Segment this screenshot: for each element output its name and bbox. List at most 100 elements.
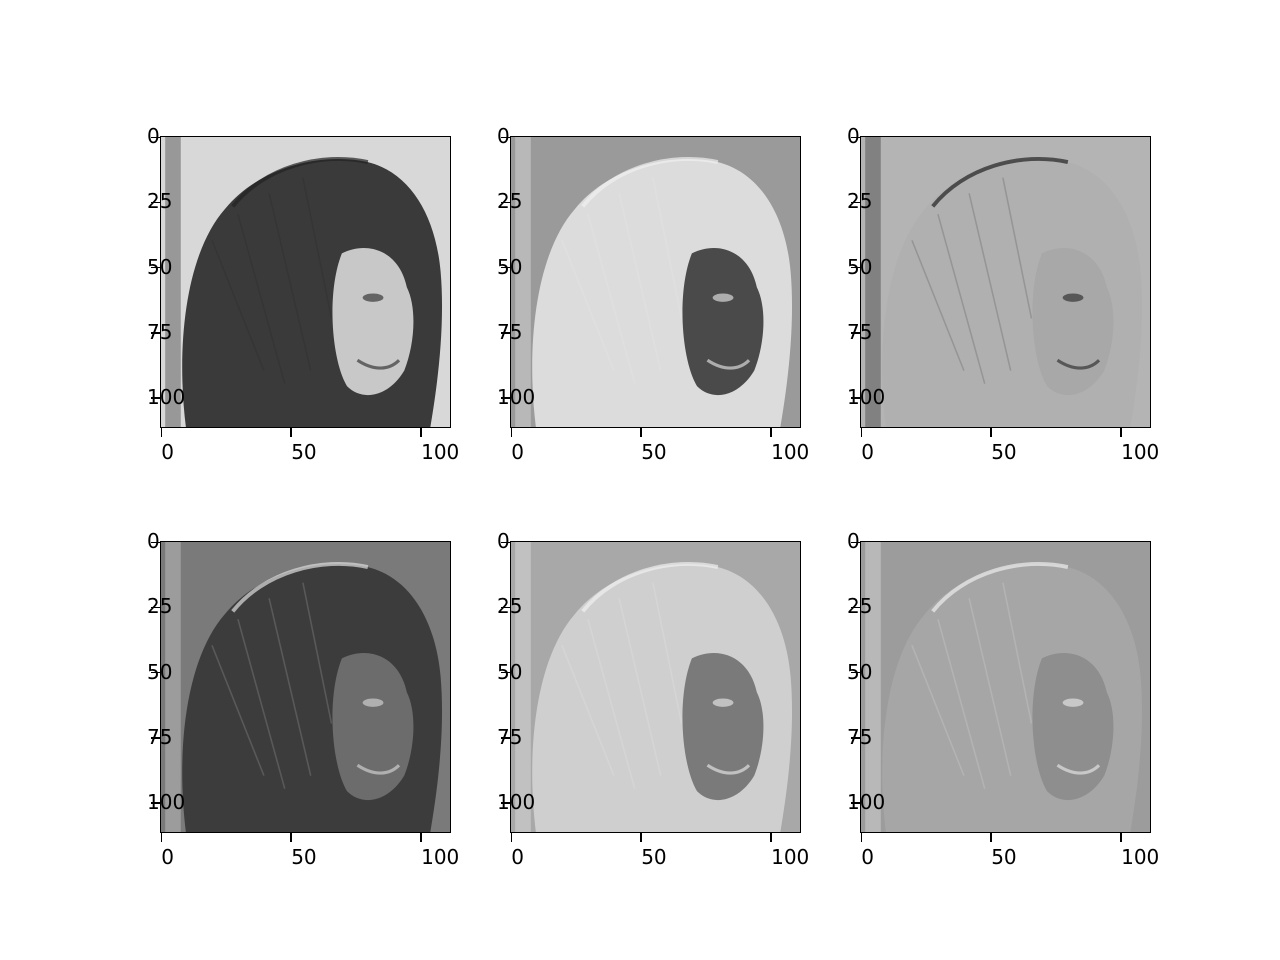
- y-tick-label: 100: [847, 790, 886, 815]
- y-tick-mark: [851, 606, 860, 609]
- y-tick-mark: [501, 802, 510, 804]
- y-tick-mark: [151, 737, 160, 739]
- y-tick-label: 100: [497, 385, 536, 410]
- grayscale-face-image: [510, 541, 801, 833]
- face-region: [682, 247, 764, 396]
- feature-map-panel-2: 0 50 100 0 25 50 75 100: [497, 126, 809, 462]
- y-tick-label: 25: [147, 594, 173, 619]
- x-tick-mark: [990, 833, 992, 842]
- face-region: [1032, 652, 1114, 801]
- y-tick-mark: [151, 266, 160, 269]
- y-tick-mark: [501, 136, 510, 139]
- face-region: [682, 652, 764, 801]
- axes-frame: [160, 541, 451, 833]
- axes-frame: [860, 541, 1151, 833]
- x-tick-label: 0: [861, 440, 875, 464]
- x-tick-label: 50: [291, 845, 317, 869]
- y-tick-label: 75: [497, 319, 523, 344]
- y-tick-label: 50: [147, 659, 173, 684]
- x-tick-label: 0: [511, 845, 525, 869]
- x-tick-mark: [1120, 833, 1122, 842]
- y-tick-mark: [851, 136, 860, 139]
- y-tick-label: 25: [847, 594, 873, 619]
- y-tick-label: 0: [147, 529, 160, 554]
- x-tick-label: 0: [511, 440, 525, 464]
- y-tick-mark: [851, 201, 860, 204]
- y-tick-mark: [851, 397, 860, 399]
- y-tick-label: 75: [847, 319, 873, 344]
- x-tick-mark: [640, 428, 642, 437]
- x-tick-mark: [420, 428, 422, 437]
- x-tick-mark: [420, 833, 422, 842]
- feature-map-panel-1: 0 50 100 0 25 50 75 100: [147, 126, 459, 462]
- y-tick-mark: [501, 201, 510, 204]
- face-region: [332, 247, 414, 396]
- x-tick-label: 100: [421, 440, 460, 464]
- y-tick-label: 0: [847, 124, 860, 149]
- x-tick-label: 0: [861, 845, 875, 869]
- axes-frame: [160, 136, 451, 428]
- y-tick-label: 25: [847, 189, 873, 214]
- feature-map-panel-6: 0 50 100 0 25 50 75 100: [847, 531, 1159, 867]
- face-region: [1032, 247, 1114, 396]
- x-tick-label: 50: [291, 440, 317, 464]
- x-tick-mark: [990, 428, 992, 437]
- feature-map-panel-4: 0 50 100 0 25 50 75 100: [147, 531, 459, 867]
- y-tick-label: 25: [147, 189, 173, 214]
- grayscale-face-image: [160, 136, 451, 428]
- feature-map-panel-5: 0 50 100 0 25 50 75 100: [497, 531, 809, 867]
- y-tick-label: 25: [497, 189, 523, 214]
- y-tick-mark: [151, 397, 160, 399]
- x-tick-mark: [640, 833, 642, 842]
- y-tick-mark: [151, 802, 160, 804]
- y-tick-mark: [501, 671, 510, 674]
- grayscale-face-image: [510, 136, 801, 428]
- x-tick-label: 100: [771, 440, 810, 464]
- x-tick-mark: [160, 833, 163, 842]
- y-tick-label: 100: [147, 385, 186, 410]
- y-tick-label: 50: [147, 254, 173, 279]
- y-tick-mark: [151, 671, 160, 674]
- y-tick-mark: [851, 266, 860, 269]
- x-tick-label: 50: [641, 845, 667, 869]
- axes-frame: [510, 541, 801, 833]
- face-region: [332, 652, 414, 801]
- x-tick-label: 100: [1121, 845, 1160, 869]
- y-tick-label: 75: [847, 724, 873, 749]
- y-tick-mark: [501, 541, 510, 544]
- y-tick-mark: [851, 737, 860, 739]
- y-tick-label: 0: [847, 529, 860, 554]
- axes-frame: [510, 136, 801, 428]
- grayscale-face-image: [160, 541, 451, 833]
- y-tick-mark: [151, 332, 160, 334]
- grayscale-face-image: [860, 136, 1151, 428]
- x-tick-label: 50: [991, 845, 1017, 869]
- feature-map-panel-3: 0 50 100 0 25 50 75 100: [847, 126, 1159, 462]
- grayscale-face-image: [860, 541, 1151, 833]
- y-tick-mark: [851, 332, 860, 334]
- x-tick-mark: [510, 833, 513, 842]
- x-tick-mark: [770, 833, 772, 842]
- x-tick-label: 0: [161, 845, 175, 869]
- y-tick-label: 75: [497, 724, 523, 749]
- y-tick-label: 100: [497, 790, 536, 815]
- y-tick-mark: [501, 332, 510, 334]
- x-tick-label: 100: [421, 845, 460, 869]
- y-tick-label: 100: [847, 385, 886, 410]
- y-tick-mark: [501, 606, 510, 609]
- x-tick-mark: [510, 428, 513, 437]
- y-tick-mark: [151, 136, 160, 139]
- y-tick-mark: [501, 397, 510, 399]
- x-tick-mark: [290, 428, 292, 437]
- y-tick-label: 50: [497, 254, 523, 279]
- x-tick-mark: [160, 428, 163, 437]
- y-tick-mark: [151, 606, 160, 609]
- x-tick-label: 50: [991, 440, 1017, 464]
- y-tick-label: 25: [497, 594, 523, 619]
- y-tick-mark: [501, 266, 510, 269]
- y-tick-label: 75: [147, 319, 173, 344]
- x-tick-label: 100: [771, 845, 810, 869]
- axes-frame: [860, 136, 1151, 428]
- x-tick-mark: [860, 428, 863, 437]
